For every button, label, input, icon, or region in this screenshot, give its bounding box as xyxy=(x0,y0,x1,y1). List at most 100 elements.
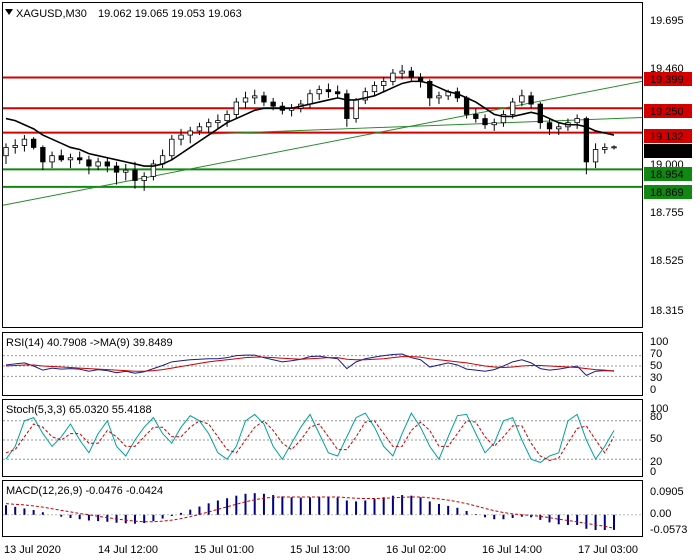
badge-text-19250: 19.250 xyxy=(650,106,684,118)
stoch-tick: 50 xyxy=(650,433,662,445)
macd-axis: 0.0905 0.00 -0.0573 xyxy=(644,486,694,536)
candle-body xyxy=(150,163,157,177)
dropdown-triangle-icon[interactable] xyxy=(5,9,13,15)
candle-body xyxy=(95,161,101,167)
stoch-tick: 100 xyxy=(650,403,668,415)
candle-body xyxy=(528,95,534,105)
badge-text-19132: 19.132 xyxy=(650,131,684,143)
candle-body xyxy=(473,114,479,119)
candle-body xyxy=(546,122,553,130)
badge-text-18954: 18.954 xyxy=(650,169,684,181)
candle-body xyxy=(242,97,249,103)
trendline-flat xyxy=(208,117,643,135)
time-tick: 14 Jul 12:00 xyxy=(98,544,158,556)
candle-body xyxy=(482,118,488,126)
candle-body xyxy=(583,118,590,163)
macd-panel-frame xyxy=(2,480,643,537)
badge-bg-19399 xyxy=(644,72,692,86)
stoch-k-line xyxy=(5,412,615,463)
candle-body xyxy=(224,114,230,122)
candle-body xyxy=(371,85,378,93)
badge-bg-18869 xyxy=(644,185,692,199)
candle-body xyxy=(187,130,193,136)
candle-body xyxy=(21,138,28,146)
trendline-rising xyxy=(2,80,643,206)
rsi-line xyxy=(5,353,615,376)
candle-body xyxy=(408,70,415,78)
main-price-layer xyxy=(2,64,643,206)
candle-body xyxy=(132,169,138,181)
stoch-label: Stoch(5,3,3) 65.0320 55.4188 xyxy=(6,404,152,416)
candle-body xyxy=(427,80,433,99)
macd-tick: 0.00 xyxy=(650,508,671,520)
rsi-tick: 30 xyxy=(650,372,662,384)
level-badges: 19.399 19.250 19.132 19.063 18.954 18.86… xyxy=(644,72,692,199)
candle-body xyxy=(3,147,9,157)
candle-body xyxy=(491,122,497,126)
candle-body xyxy=(556,126,562,130)
candle-body xyxy=(67,157,74,161)
candle-body xyxy=(362,91,368,101)
moving-average-line xyxy=(5,80,615,167)
price-tick: 19.695 xyxy=(650,15,684,27)
candle-body xyxy=(215,120,221,124)
candle-body xyxy=(104,161,111,167)
badge-text-18869: 18.869 xyxy=(650,187,684,199)
macd-tick: -0.0573 xyxy=(650,524,687,536)
time-tick: 17 Jul 03:00 xyxy=(578,544,638,556)
badge-bg-18954 xyxy=(644,167,692,181)
macd-bottom-tick-bg xyxy=(644,521,694,535)
rsi-tick: 100 xyxy=(650,336,668,348)
stoch-axis: 100 80 50 20 0 xyxy=(650,403,668,478)
rsi-layer xyxy=(3,353,642,377)
time-tick: 15 Jul 01:00 xyxy=(194,544,254,556)
candle-body xyxy=(436,95,442,99)
candle-body xyxy=(344,93,350,119)
candle-body xyxy=(58,155,64,161)
candle-body xyxy=(77,157,83,161)
stoch-d-line xyxy=(5,420,615,462)
candle-body xyxy=(500,114,507,124)
price-tick: 18.755 xyxy=(650,207,684,219)
candle-body xyxy=(40,147,46,163)
time-tick: 16 Jul 14:00 xyxy=(482,544,542,556)
candle-body xyxy=(123,169,129,173)
macd-signal-line xyxy=(5,496,615,529)
candle-body xyxy=(261,95,267,103)
candle-body xyxy=(574,118,580,124)
rsi-tick: 70 xyxy=(650,348,662,360)
rsi-tick: 0 xyxy=(650,384,656,396)
candle-body xyxy=(519,95,525,103)
candle-body xyxy=(509,101,516,115)
candle-body xyxy=(196,126,203,132)
candle-body xyxy=(49,155,55,163)
macd-label: MACD(12,26,9) -0.0476 -0.0424 xyxy=(6,485,163,497)
symbol-label: XAGUSD,M30 xyxy=(16,8,87,20)
candle-body xyxy=(178,134,184,140)
time-tick: 16 Jul 02:00 xyxy=(386,544,446,556)
stoch-tick: 0 xyxy=(650,466,656,478)
badge-bg-19250 xyxy=(644,104,692,118)
candle-body xyxy=(334,91,341,95)
badge-bg-19132 xyxy=(644,129,692,143)
price-axis: 19.695 19.460 19.000 18.755 18.525 18.31… xyxy=(650,15,684,317)
macd-layer xyxy=(3,493,642,531)
stoch-panel-frame xyxy=(2,399,643,477)
candle-body xyxy=(141,175,147,181)
candle-body xyxy=(592,149,599,163)
candle-body xyxy=(307,93,313,105)
candle-body xyxy=(325,89,332,93)
candle-body xyxy=(233,101,239,115)
candle-body xyxy=(399,70,405,74)
rsi-panel-frame xyxy=(2,332,643,396)
rsi-tick: 50 xyxy=(650,360,662,372)
candle-body xyxy=(602,147,608,150)
price-tick: 18.525 xyxy=(650,255,684,267)
candle-body xyxy=(86,159,92,167)
stoch-tick: 80 xyxy=(650,411,662,423)
candle-body xyxy=(12,144,18,148)
time-axis: 13 Jul 2020 14 Jul 12:00 15 Jul 01:00 15… xyxy=(4,544,638,556)
candle-body xyxy=(463,97,470,115)
candle-body xyxy=(252,95,258,99)
